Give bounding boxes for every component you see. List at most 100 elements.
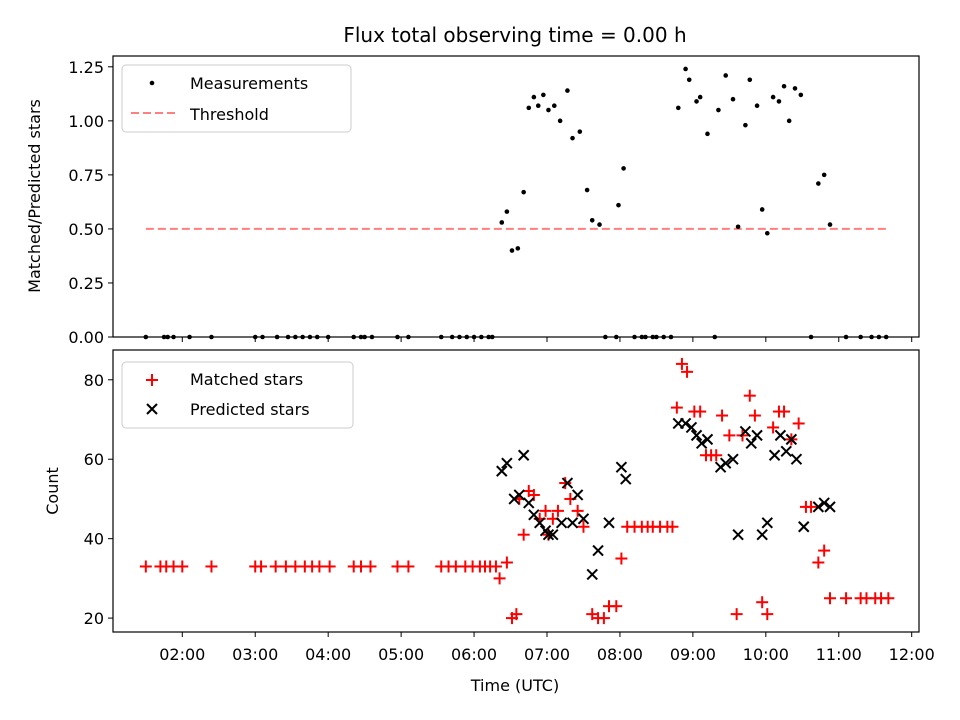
predicted-star-point <box>679 417 692 430</box>
measurement-point <box>515 246 521 251</box>
y-tick-label: 40 <box>84 530 104 549</box>
top-panel: 0.00 0.25 0.50 0.75 1.00 1.25 Matched/Predict… <box>25 55 920 347</box>
measurement-point <box>686 77 692 83</box>
measurement-point <box>535 103 541 109</box>
predicted-star-point <box>566 517 579 529</box>
predicted-star-point <box>542 528 555 541</box>
predicted-star-point <box>501 457 513 469</box>
measurement-point <box>541 92 546 98</box>
legend-measurements-marker <box>149 80 155 86</box>
measurement-point <box>531 94 537 100</box>
legend-measurements-label: Measurements <box>190 74 308 93</box>
predicted-star-point <box>798 521 810 533</box>
measurement-point <box>675 105 681 111</box>
matched-star-point <box>493 572 506 585</box>
measurement-point <box>584 187 590 193</box>
predicted-star-point <box>592 544 604 557</box>
predicted-star-point <box>695 437 708 450</box>
matched-star-point <box>489 560 502 573</box>
measurement-point <box>526 105 532 111</box>
measurement-point <box>557 118 563 124</box>
x-tick-label: 10:00 <box>743 645 789 664</box>
matched-star-point <box>615 552 628 565</box>
predicted-star-point <box>496 465 508 477</box>
y-tick-label: 1.00 <box>68 112 104 131</box>
measurement-point <box>694 99 699 104</box>
matched-star-point <box>681 365 694 378</box>
predicted-star-point <box>824 501 836 513</box>
measurement-point <box>697 94 703 100</box>
x-tick-label: 06:00 <box>451 645 497 664</box>
y-tick-label: 60 <box>84 450 104 469</box>
predicted-star-point <box>586 568 598 581</box>
measurement-point <box>786 118 792 124</box>
measurement-point <box>521 189 526 195</box>
top-y-axis-label: Matched/Predicted stars <box>25 99 44 293</box>
matched-star-point <box>402 560 415 573</box>
predicted-star-point <box>727 453 739 465</box>
predicted-star-point <box>571 489 584 501</box>
x-tick-label: 08:00 <box>597 645 643 664</box>
y-tick-label: 0.00 <box>68 328 104 347</box>
x-axis-label: Time (UTC) <box>470 676 559 695</box>
predicted-star-point <box>547 528 559 541</box>
x-tick-label: 11:00 <box>816 645 862 664</box>
matched-star-point <box>723 429 736 442</box>
measurement-point <box>589 217 595 223</box>
y-tick-label: 0.75 <box>68 166 104 185</box>
measurement-point <box>743 122 748 128</box>
predicted-star-point <box>513 489 525 501</box>
measurement-point <box>759 207 765 212</box>
predicted-star-point <box>768 449 781 461</box>
matched-star-point <box>670 401 683 414</box>
legend-predicted-marker <box>146 403 158 415</box>
bottom-legend: Matched stars Predicted stars <box>121 361 354 429</box>
matched-star-point <box>205 560 218 573</box>
matched-star-point <box>139 560 152 573</box>
top-panel-frame <box>112 55 920 338</box>
bottom-panel-x-ticks: 02:00 03:00 04:00 05:00 06:00 07:00 08:00 09:00… <box>159 632 935 664</box>
measurement-point <box>716 107 721 113</box>
measurement-point <box>730 96 736 102</box>
legend-matched-marker <box>146 374 158 386</box>
measurement-point <box>683 66 688 72</box>
predicted-star-point <box>732 528 744 541</box>
y-tick-label: 0.50 <box>68 220 104 239</box>
predicted-star-point <box>751 429 763 442</box>
measurement-point <box>816 181 821 186</box>
x-tick-label: 07:00 <box>524 645 570 664</box>
matched-star-point <box>730 608 743 621</box>
top-panel-marks <box>143 66 889 340</box>
bottom-legend-box <box>121 361 354 429</box>
top-panel-y-ticks: 0.00 0.25 0.50 0.75 1.00 1.25 <box>68 58 113 347</box>
y-tick-label: 1.25 <box>68 58 104 77</box>
measurement-point <box>735 224 741 230</box>
x-tick-label: 12:00 <box>889 645 935 664</box>
predicted-star-point <box>561 477 574 489</box>
x-tick-label: 04:00 <box>305 645 351 664</box>
measurement-point <box>546 107 551 113</box>
measurement-point <box>792 86 798 91</box>
matched-star-point <box>767 421 780 434</box>
predicted-star-point <box>780 445 792 457</box>
matched-star-point <box>313 560 326 573</box>
y-tick-label: 0.25 <box>68 274 104 293</box>
matched-star-point <box>391 560 404 573</box>
measurement-point <box>776 99 782 104</box>
measurement-point <box>499 220 505 225</box>
matched-star-point <box>323 560 336 573</box>
matched-star-point <box>577 520 590 533</box>
predicted-star-point <box>523 497 535 509</box>
matched-star-point <box>500 556 513 569</box>
legend-matched-label: Matched stars <box>190 370 303 389</box>
matched-star-point <box>792 417 805 430</box>
predicted-star-point <box>790 453 803 465</box>
measurement-point <box>781 83 787 89</box>
measurement-point <box>723 73 729 78</box>
predicted-star-point <box>756 528 768 541</box>
predicted-star-point <box>719 457 732 469</box>
matched-star-point <box>610 600 623 613</box>
legend-threshold-label: Threshold <box>189 105 269 124</box>
measurement-point <box>597 222 602 227</box>
predicted-star-point <box>517 449 530 461</box>
